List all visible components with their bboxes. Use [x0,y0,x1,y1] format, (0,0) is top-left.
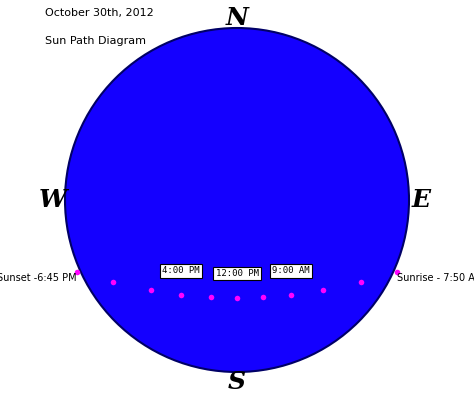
Text: 9:00 AM: 9:00 AM [272,266,310,275]
Text: E: E [411,188,430,212]
Text: Sunrise - 7:50 AM: Sunrise - 7:50 AM [397,273,474,283]
Text: Sun Path Diagram: Sun Path Diagram [45,36,146,46]
Text: 12:00 PM: 12:00 PM [216,269,258,278]
Text: 4:00 PM: 4:00 PM [162,266,200,275]
Text: S: S [228,370,246,394]
Text: October 30th, 2012: October 30th, 2012 [45,8,154,18]
Circle shape [65,28,409,372]
Text: Sunset -6:45 PM: Sunset -6:45 PM [0,273,77,283]
Text: W: W [39,188,67,212]
Text: N: N [226,6,248,30]
